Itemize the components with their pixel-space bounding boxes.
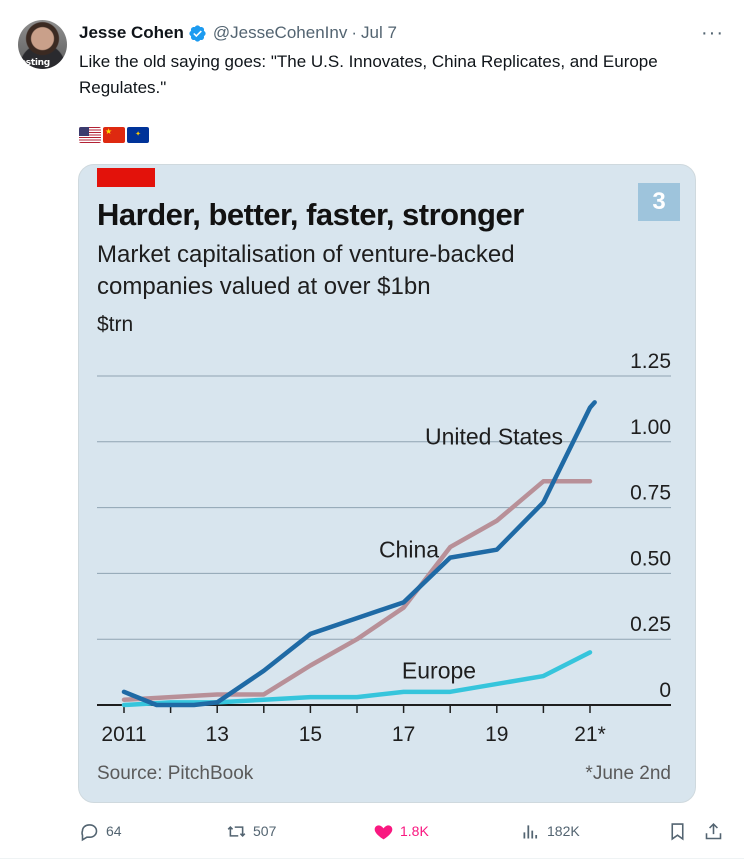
series-label: China <box>379 537 439 563</box>
author-name[interactable]: Jesse Cohen <box>79 23 184 42</box>
x-tick-label: 17 <box>392 723 415 746</box>
flag-emojis: ★ ✦ <box>79 127 149 143</box>
share-icon <box>705 822 722 839</box>
reply-button[interactable]: 64 <box>79 817 122 845</box>
verified-badge-icon <box>189 24 206 42</box>
action-bar: 64 507 1.8K 182K <box>79 817 727 845</box>
like-button[interactable]: 1.8K <box>373 817 429 845</box>
bookmark-button[interactable] <box>667 817 688 845</box>
tweet-date[interactable]: Jul 7 <box>361 23 397 42</box>
views-button[interactable]: 182K <box>520 817 580 845</box>
tweet-text: Like the old saying goes: "The U.S. Inno… <box>79 52 658 97</box>
y-tick-label: 0 <box>659 679 671 702</box>
x-tick-label: 2011 <box>101 723 146 746</box>
retweet-count: 507 <box>253 823 277 839</box>
divider <box>0 858 744 859</box>
y-tick-label: 1.00 <box>630 416 671 439</box>
line-chart: 0 0.25 0.50 0.75 1.00 1.25 2011 13 15 17 19 21* Unit… <box>97 350 671 746</box>
avatar-text: esting <box>20 58 50 68</box>
retweet-icon <box>227 825 246 837</box>
chart-title: Harder, better, faster, stronger <box>97 197 524 232</box>
series-line-china <box>121 479 593 702</box>
views-icon <box>523 824 538 838</box>
x-tick-label: 15 <box>299 723 322 746</box>
like-count: 1.8K <box>400 823 429 839</box>
china-flag-icon: ★ <box>103 127 125 143</box>
chart-footnote: *June 2nd <box>585 763 671 784</box>
y-tick-label: 1.25 <box>630 350 671 373</box>
more-options-icon[interactable]: ··· <box>701 22 724 44</box>
retweet-button[interactable]: 507 <box>226 817 276 845</box>
x-tick-label: 19 <box>485 723 508 746</box>
series-line-united-states <box>121 400 597 708</box>
avatar[interactable]: esting <box>18 20 67 69</box>
y-tick-label: 0.75 <box>630 482 671 505</box>
separator: · <box>351 23 358 42</box>
tweet-header: Jesse Cohen @JesseCohenInv · Jul 7 <box>79 21 397 45</box>
reply-icon <box>81 823 98 841</box>
x-tick-label: 21* <box>574 723 606 746</box>
eu-flag-icon: ✦ <box>127 127 149 143</box>
chart-image[interactable]: 3 Harder, better, faster, stronger Marke… <box>78 164 696 803</box>
chart-subtitle: Market capitalisation of venture-backed … <box>97 241 515 300</box>
reply-count: 64 <box>106 823 122 839</box>
x-tick-label: 13 <box>206 723 229 746</box>
bookmark-icon <box>671 822 684 840</box>
views-count: 182K <box>547 823 580 839</box>
y-tick-label: 0.25 <box>630 613 671 636</box>
share-button[interactable] <box>703 817 724 845</box>
heart-icon <box>374 824 393 839</box>
chart-source: Source: PitchBook <box>97 763 254 784</box>
us-flag-icon <box>79 127 101 143</box>
red-tab <box>97 168 155 187</box>
author-handle[interactable]: @JesseCohenInv <box>212 23 348 42</box>
y-tick-label: 0.50 <box>630 547 671 570</box>
series-label: United States <box>425 423 563 449</box>
series-label: Europe <box>402 658 476 684</box>
chart-unit: $trn <box>97 313 134 336</box>
chart-badge: 3 <box>638 183 680 221</box>
